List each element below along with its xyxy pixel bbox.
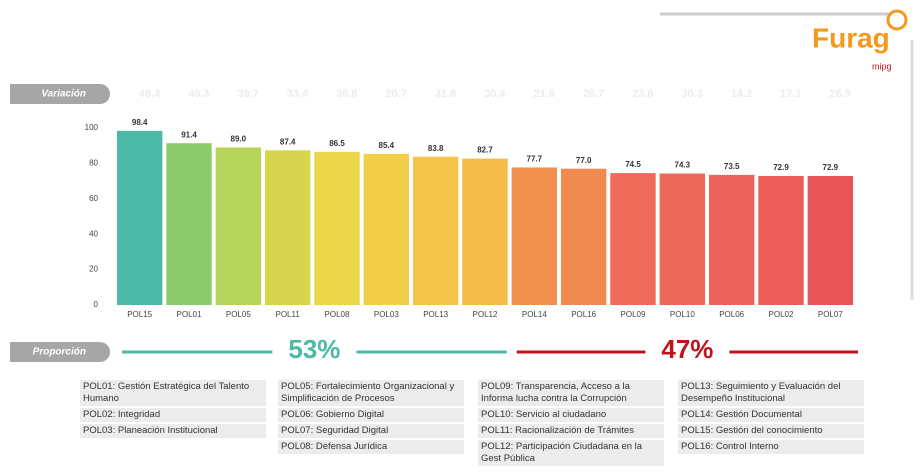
variation-pill bbox=[10, 84, 110, 104]
variation-value: 17.1 bbox=[780, 88, 801, 100]
variation-value: 30.4 bbox=[484, 88, 506, 100]
x-tick-label: POL16 bbox=[571, 310, 596, 319]
variation-value: 26.7 bbox=[583, 88, 604, 100]
bar bbox=[659, 173, 706, 305]
x-tick-label: POL13 bbox=[423, 310, 448, 319]
value-label: 91.4 bbox=[181, 130, 197, 139]
variation-value: 46.3 bbox=[188, 88, 209, 100]
value-label: 77.0 bbox=[576, 156, 592, 165]
x-tick-label: POL15 bbox=[127, 310, 152, 319]
value-label: 86.5 bbox=[329, 139, 345, 148]
variation-value: 36.8 bbox=[336, 88, 357, 100]
value-label: 73.5 bbox=[724, 162, 740, 171]
brand: Furag bbox=[812, 22, 890, 53]
x-tick-label: POL06 bbox=[719, 310, 744, 319]
value-label: 85.4 bbox=[379, 141, 395, 150]
legend-item: POL10: Servicio al ciudadano bbox=[478, 408, 664, 422]
legend-item: POL09: Transparencia, Acceso a la Inform… bbox=[478, 380, 664, 406]
legend-item: POL12: Participación Ciudadana en la Ges… bbox=[478, 440, 664, 466]
legend-item: POL11: Racionalización de Trámites bbox=[478, 424, 664, 438]
bar bbox=[363, 153, 410, 305]
bar bbox=[462, 158, 508, 305]
x-tick-label: POL09 bbox=[621, 310, 646, 319]
variation-value: 21.6 bbox=[533, 88, 554, 100]
x-tick-label: POL10 bbox=[670, 310, 695, 319]
legend-column: POL05: Fortalecimiento Organizacional y … bbox=[278, 380, 464, 454]
variation-value: 26.9 bbox=[829, 88, 850, 100]
y-tick-label: 80 bbox=[89, 159, 98, 168]
bar bbox=[116, 130, 163, 305]
x-tick-label: POL08 bbox=[325, 310, 350, 319]
value-label: 82.7 bbox=[477, 146, 493, 155]
proportion-label: Proporción bbox=[33, 347, 86, 358]
legend-item: POL02: Integridad bbox=[80, 408, 266, 422]
value-label: 74.5 bbox=[625, 160, 641, 169]
variation-value: 33.4 bbox=[287, 88, 309, 100]
legend-column: POL01: Gestión Estratégica del Talento H… bbox=[80, 380, 266, 438]
variation-value: 31.8 bbox=[435, 88, 456, 100]
value-label: 83.8 bbox=[428, 144, 444, 153]
x-tick-label: POL01 bbox=[177, 310, 202, 319]
bar bbox=[560, 168, 607, 305]
value-label: 87.4 bbox=[280, 137, 296, 146]
bar bbox=[314, 151, 360, 305]
variation-value: 20.7 bbox=[385, 88, 406, 100]
value-label: 98.4 bbox=[132, 118, 148, 127]
legend-item: POL13: Seguimiento y Evaluación del Dese… bbox=[678, 380, 864, 406]
bar bbox=[511, 167, 558, 305]
legend-item: POL03: Planeación Institucional bbox=[80, 424, 266, 438]
bar bbox=[708, 174, 755, 305]
variation-value: 39.7 bbox=[237, 88, 258, 100]
legend-item: POL06: Gobierno Digital bbox=[278, 408, 464, 422]
y-tick-label: 0 bbox=[94, 300, 99, 309]
legend-column: POL09: Transparencia, Acceso a la Inform… bbox=[478, 380, 664, 466]
x-tick-label: POL11 bbox=[276, 310, 301, 319]
y-tick-label: 100 bbox=[85, 123, 99, 132]
bar bbox=[215, 147, 262, 305]
variation-label: Variación bbox=[41, 89, 86, 100]
x-tick-label: POL12 bbox=[473, 310, 498, 319]
y-tick-label: 40 bbox=[89, 229, 98, 238]
legend-item: POL15: Gestión del conocimiento bbox=[678, 424, 864, 438]
proportion-value: 53% bbox=[288, 334, 340, 364]
logo-icon bbox=[886, 9, 908, 31]
x-tick-label: POL02 bbox=[769, 310, 794, 319]
bar bbox=[807, 175, 854, 305]
legend-item: POL08: Defensa Jurídica bbox=[278, 440, 464, 454]
variation-value: 48.4 bbox=[139, 88, 161, 100]
variation-value: 30.3 bbox=[681, 88, 702, 100]
value-label: 77.7 bbox=[527, 155, 543, 164]
proportion-pill bbox=[10, 342, 110, 362]
x-tick-label: POL03 bbox=[374, 310, 399, 319]
value-label: 74.3 bbox=[675, 161, 691, 170]
brand-sub: mipg bbox=[872, 61, 892, 71]
value-label: 89.0 bbox=[231, 135, 247, 144]
bar bbox=[610, 173, 656, 305]
value-label: 72.9 bbox=[773, 163, 789, 172]
bar bbox=[166, 143, 212, 305]
legend-item: POL14: Gestión Documental bbox=[678, 408, 864, 422]
bar bbox=[412, 156, 459, 305]
bar bbox=[264, 150, 311, 305]
y-tick-label: 20 bbox=[89, 265, 98, 274]
value-label: 72.9 bbox=[823, 163, 839, 172]
legend-item: POL05: Fortalecimiento Organizacional y … bbox=[278, 380, 464, 406]
x-tick-label: POL14 bbox=[522, 310, 547, 319]
variation-value: 23.6 bbox=[632, 88, 653, 100]
y-tick-label: 60 bbox=[89, 194, 98, 203]
x-tick-label: POL07 bbox=[818, 310, 843, 319]
legend-item: POL16: Control Interno bbox=[678, 440, 864, 454]
proportion-value: 47% bbox=[661, 334, 713, 364]
x-tick-label: POL05 bbox=[226, 310, 251, 319]
bar bbox=[758, 175, 804, 305]
legend-item: POL01: Gestión Estratégica del Talento H… bbox=[80, 380, 266, 406]
legend-column: POL13: Seguimiento y Evaluación del Dese… bbox=[678, 380, 864, 454]
legend-item: POL07: Seguridad Digital bbox=[278, 424, 464, 438]
variation-value: 14.2 bbox=[731, 88, 752, 100]
